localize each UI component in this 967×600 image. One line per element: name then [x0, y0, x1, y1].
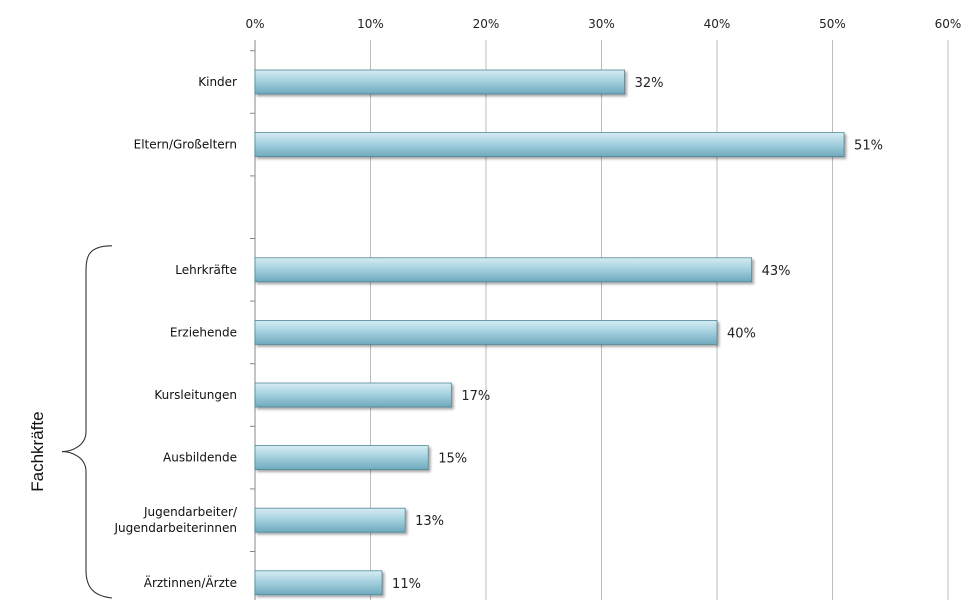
bar: [254, 257, 753, 283]
bar: [254, 570, 383, 596]
bar: [254, 319, 718, 345]
category-label: Lehrkräfte: [175, 263, 237, 277]
x-tick-label: 50%: [819, 17, 846, 31]
x-tick-label: 40%: [704, 17, 731, 31]
x-tick-label: 10%: [357, 17, 384, 31]
category-label: Ärztinnen/Ärzte: [144, 575, 237, 590]
category-label: Eltern/Großeltern: [134, 138, 237, 152]
bar: [254, 507, 406, 533]
data-label: 15%: [438, 452, 467, 467]
data-label: 51%: [854, 139, 883, 154]
category-labels: Kinder Eltern/Großeltern Lehrkräfte Erziehe…: [113, 75, 237, 590]
data-label: 40%: [727, 326, 756, 341]
group-bracket-brace: [61, 245, 113, 599]
data-labels: 32% 51% 43% 40% 17% 15% 13% 11%: [392, 76, 883, 592]
bar: [254, 132, 845, 158]
data-label: 43%: [762, 264, 791, 279]
x-tick-label: 60%: [935, 17, 962, 31]
x-axis-ticks: 0% 10% 20% 30% 40% 50% 60%: [245, 17, 961, 31]
group-bracket: Fachkräfte: [28, 245, 113, 599]
data-label: 11%: [392, 577, 421, 592]
group-bracket-label: Fachkräfte: [28, 411, 47, 491]
bars: [254, 69, 845, 596]
category-label: Jugendarbeiterinnen: [113, 521, 237, 535]
data-label: 13%: [415, 514, 444, 529]
bar: [254, 382, 452, 408]
category-label: Kinder: [198, 75, 237, 89]
category-axis: [250, 40, 256, 600]
bar: [254, 69, 626, 95]
data-label: 32%: [635, 76, 664, 91]
x-tick-label: 30%: [588, 17, 615, 31]
data-label: 17%: [461, 389, 490, 404]
category-label: Kursleitungen: [154, 388, 237, 402]
category-label: Ausbildende: [163, 451, 237, 465]
category-label: Erziehende: [170, 325, 237, 339]
category-label: Jugendarbeiter/: [143, 505, 238, 519]
bar: [254, 445, 429, 471]
x-tick-label: 0%: [245, 17, 264, 31]
x-tick-label: 20%: [473, 17, 500, 31]
